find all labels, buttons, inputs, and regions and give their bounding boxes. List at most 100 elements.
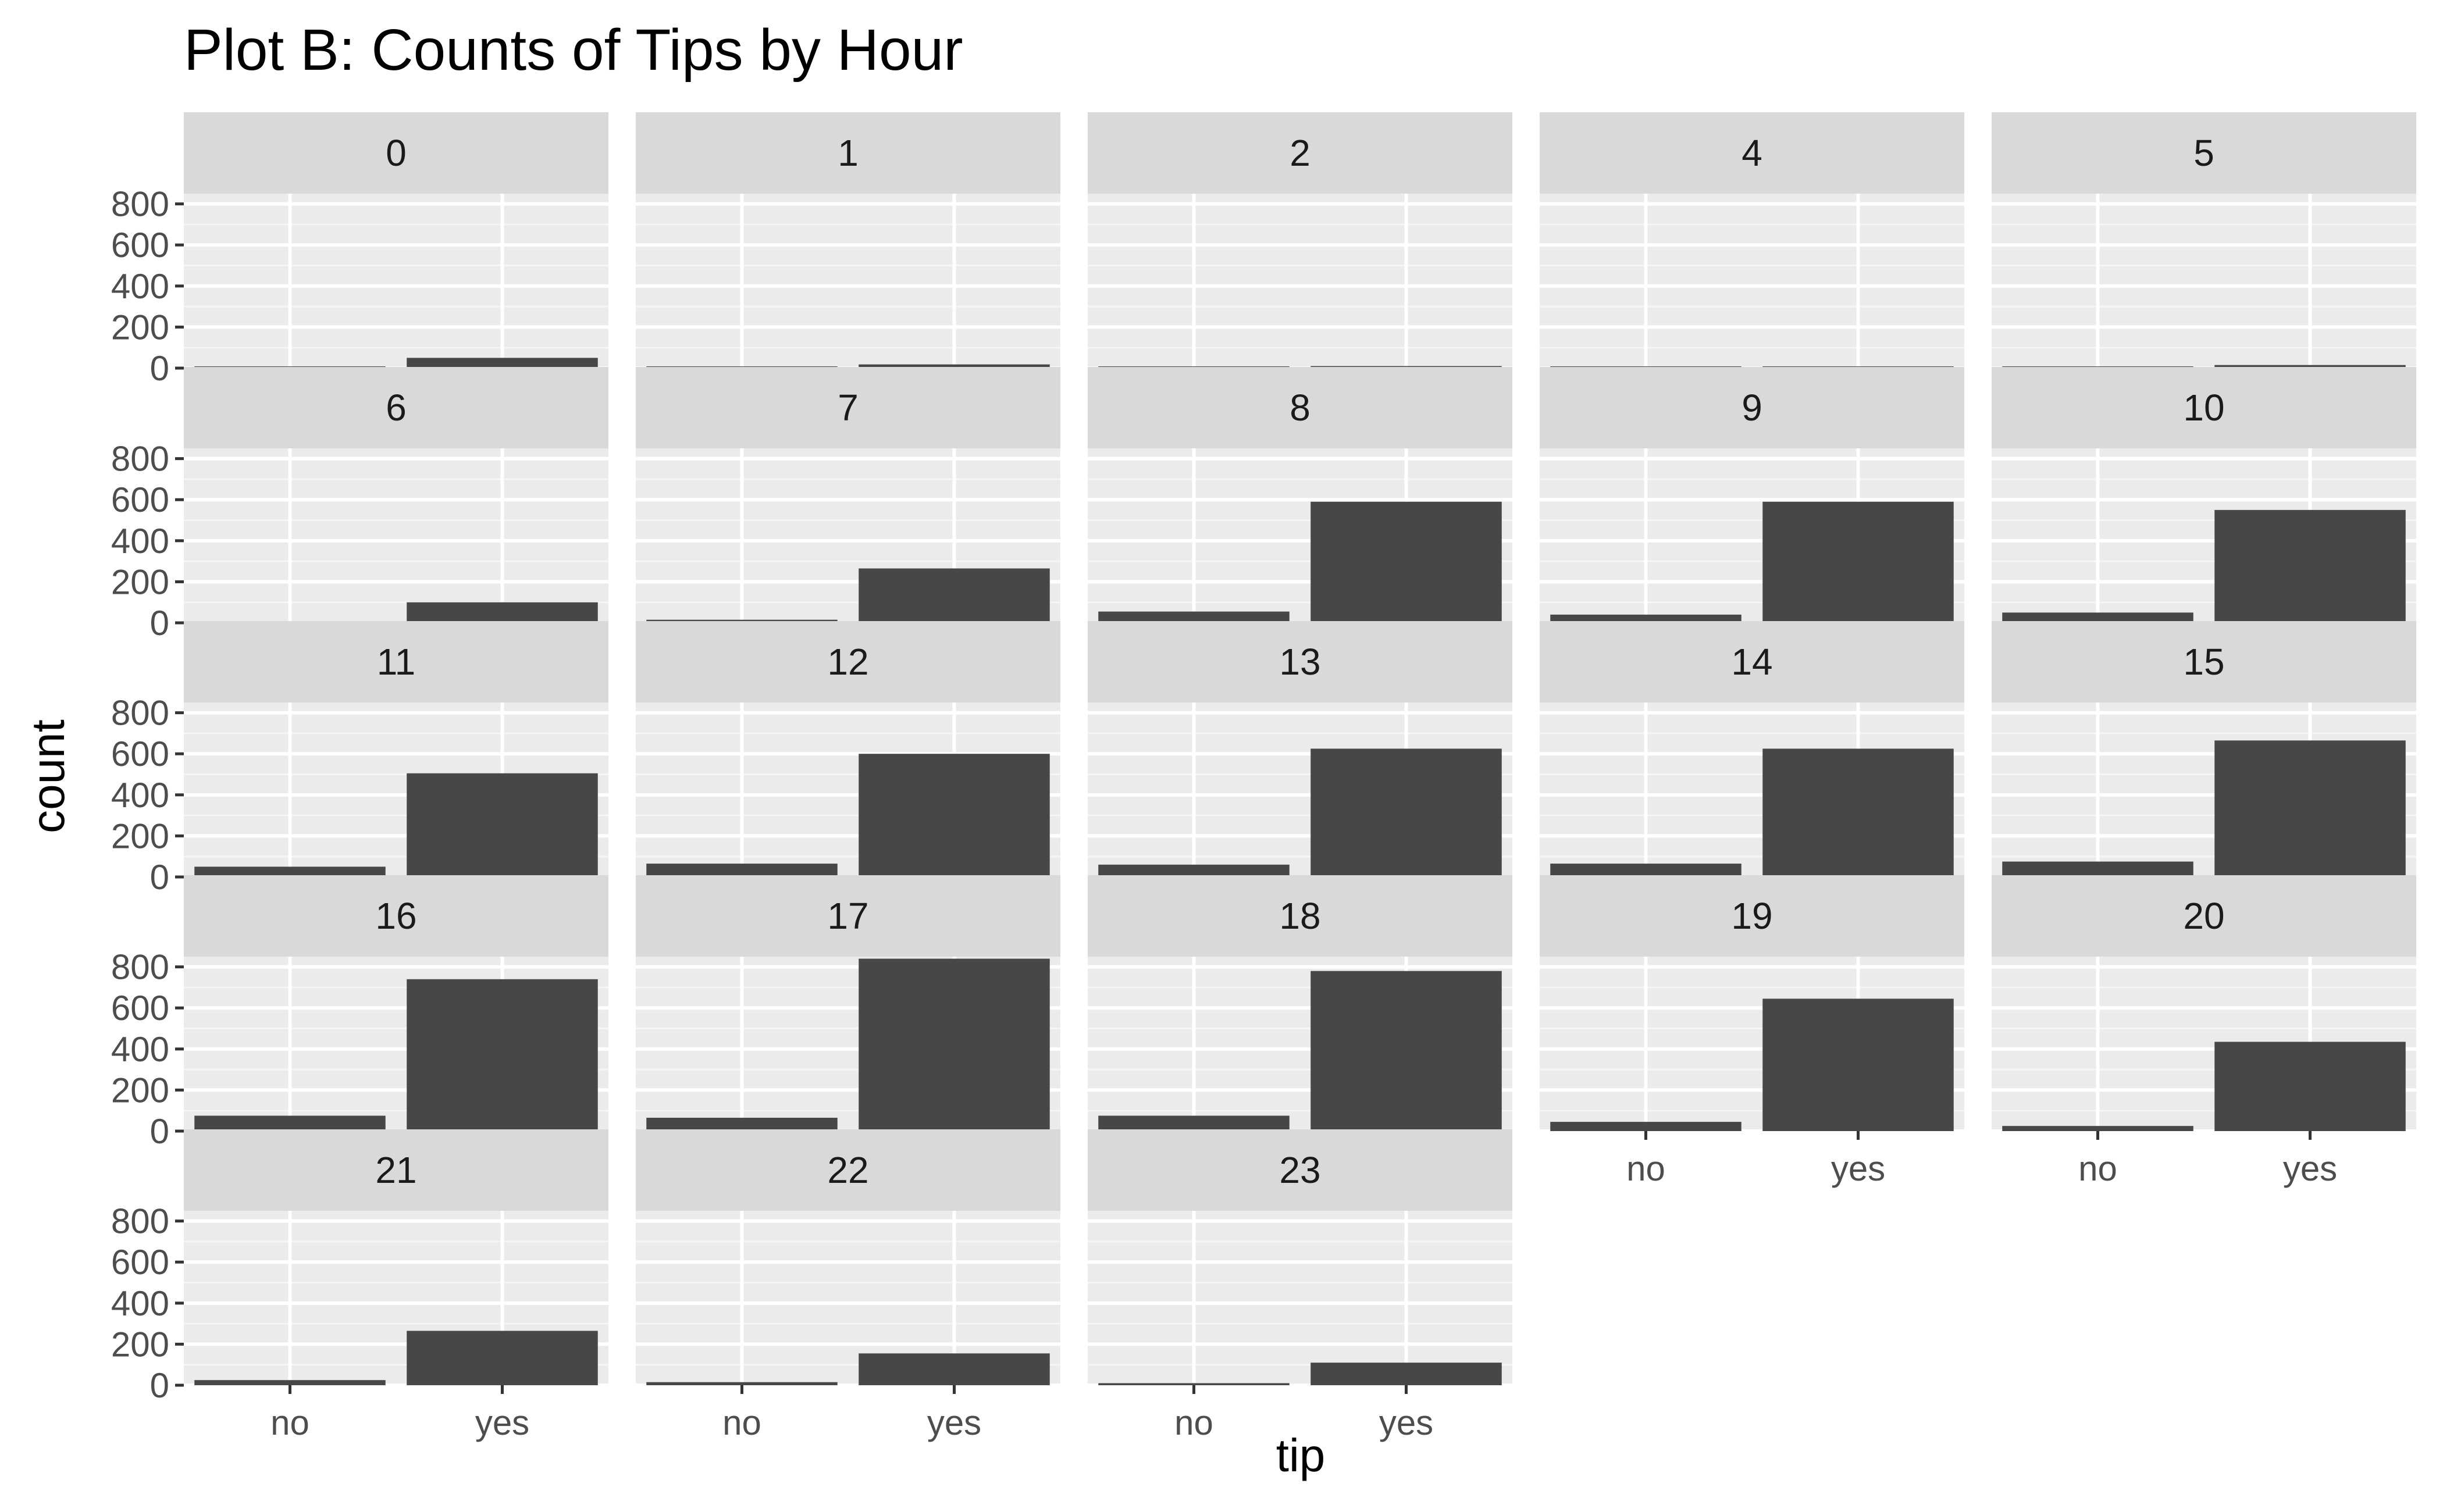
- facet-panel: 18: [1088, 875, 1512, 1133]
- bar-no: [1098, 1115, 1290, 1131]
- bar-no: [1550, 864, 1742, 877]
- bar-yes: [407, 773, 598, 877]
- facet-strip: [1992, 875, 2416, 957]
- y-tick-label: 400: [111, 1030, 169, 1069]
- bar-yes: [1310, 1363, 1502, 1385]
- facet-strip: [1992, 112, 2416, 194]
- facet-strip: [1088, 112, 1512, 194]
- facet-strip-label: 23: [1279, 1149, 1320, 1191]
- x-tick-label: yes: [2283, 1149, 2337, 1188]
- bar-no: [1550, 614, 1742, 623]
- y-tick-label: 0: [150, 1112, 169, 1151]
- y-tick-label: 600: [111, 989, 169, 1028]
- facet-strip-label: 22: [827, 1149, 868, 1191]
- bar-yes: [407, 1331, 598, 1385]
- bar-yes: [1762, 748, 1954, 877]
- facet-panel: 5: [1992, 112, 2416, 370]
- bar-yes: [859, 1353, 1050, 1385]
- facet-strip: [636, 112, 1060, 194]
- facet-strip: [1088, 875, 1512, 957]
- bar-no: [194, 1380, 386, 1385]
- facet-strip-label: 21: [375, 1149, 416, 1191]
- facet-panel: 15: [1992, 621, 2416, 879]
- facet-strip-label: 11: [377, 641, 415, 683]
- y-tick-label: 600: [111, 226, 169, 265]
- facet-strip: [1992, 367, 2416, 448]
- x-tick-label: yes: [475, 1403, 529, 1442]
- x-tick-label: yes: [927, 1403, 981, 1442]
- facet-strip-label: 14: [1731, 641, 1772, 683]
- facet-strip-label: 4: [1742, 132, 1762, 174]
- y-tick-label: 400: [111, 1284, 169, 1323]
- bar-no: [646, 1382, 838, 1385]
- facet-panel: 14: [1540, 621, 1964, 879]
- y-tick-label: 800: [111, 440, 169, 479]
- facet-panel: 13: [1088, 621, 1512, 879]
- facet-strip-label: 8: [1290, 387, 1310, 429]
- panel-background: [1992, 194, 2416, 368]
- panel-background: [184, 448, 608, 623]
- facet-strip: [1088, 621, 1512, 702]
- facet-strip: [1540, 367, 1964, 448]
- facet-panel: 8: [1088, 367, 1512, 625]
- facet-panel: 4: [1540, 112, 1964, 370]
- bar-yes: [407, 602, 598, 623]
- facet-strip: [184, 367, 608, 448]
- y-tick-label: 600: [111, 480, 169, 519]
- facet-strip-label: 20: [2183, 895, 2224, 937]
- bar-no: [194, 866, 386, 877]
- facet-strip: [1540, 621, 1964, 702]
- y-tick-label: 200: [111, 1071, 169, 1110]
- bar-no: [2002, 1126, 2193, 1131]
- bar-yes: [1762, 999, 1954, 1131]
- facet-strip: [636, 367, 1060, 448]
- bar-no: [2002, 612, 2193, 623]
- facet-panel: 10: [1992, 367, 2416, 625]
- facet-strip-label: 15: [2183, 641, 2224, 683]
- y-tick-label: 0: [150, 1366, 169, 1405]
- bar-no: [2002, 861, 2193, 877]
- y-tick-label: 600: [111, 734, 169, 773]
- chart-title: Plot B: Counts of Tips by Hour: [184, 17, 963, 83]
- bar-yes: [859, 958, 1050, 1131]
- facet-strip-label: 6: [386, 387, 407, 429]
- facet-strip: [636, 621, 1060, 702]
- bar-no: [1098, 1383, 1290, 1385]
- facet-strip: [636, 875, 1060, 957]
- y-tick-label: 200: [111, 816, 169, 855]
- facet-strip: [1088, 367, 1512, 448]
- facet-strip-label: 7: [838, 387, 859, 429]
- facet-panel: 1: [636, 112, 1060, 370]
- y-tick-label: 0: [150, 858, 169, 897]
- facet-panel: 17: [636, 875, 1060, 1133]
- panel-background: [1088, 194, 1512, 368]
- y-tick-label: 800: [111, 185, 169, 224]
- bar-yes: [2214, 509, 2406, 623]
- bar-yes: [859, 568, 1050, 623]
- facet-strip-label: 19: [1731, 895, 1772, 937]
- y-tick-label: 0: [150, 349, 169, 388]
- y-tick-label: 0: [150, 604, 169, 643]
- y-tick-label: 600: [111, 1243, 169, 1282]
- facet-strip: [184, 112, 608, 194]
- facet-strip: [1992, 621, 2416, 702]
- bar-no: [1550, 1122, 1742, 1131]
- x-tick-label: no: [1626, 1149, 1665, 1188]
- x-tick-label: no: [1174, 1403, 1213, 1442]
- bar-yes: [2214, 365, 2406, 368]
- y-tick-label: 800: [111, 694, 169, 733]
- x-tick-label: yes: [1831, 1149, 1885, 1188]
- y-tick-label: 400: [111, 776, 169, 815]
- y-axis-title: count: [22, 719, 74, 833]
- facet-strip-label: 0: [386, 132, 407, 174]
- facet-strip-label: 10: [2183, 387, 2224, 429]
- x-axis-title: tip: [1276, 1429, 1326, 1481]
- facet-panel: 23 no yes: [1088, 1129, 1512, 1442]
- x-tick-label: no: [270, 1403, 309, 1442]
